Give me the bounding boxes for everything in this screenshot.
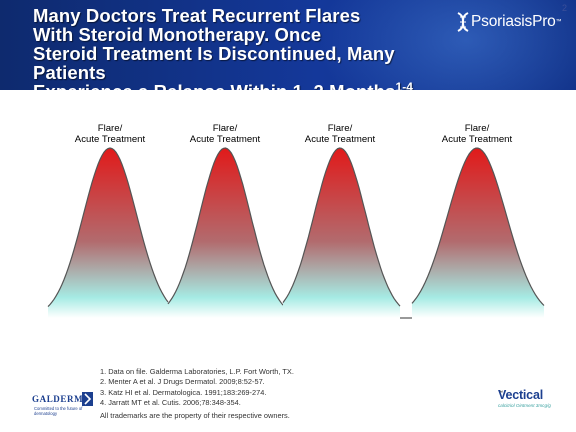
flare-label: Flare/ Acute Treatment bbox=[55, 123, 165, 145]
vectical-name: Vectical bbox=[498, 388, 543, 402]
flare-curve-fill bbox=[168, 148, 283, 318]
vectical-logo: Vectical ™ calcitriol Ointment 3mcg/g bbox=[498, 388, 558, 418]
flare-curve-outline bbox=[47, 147, 169, 308]
flare-label: Flare/ Acute Treatment bbox=[285, 123, 395, 145]
slide-title: Many Doctors Treat Recurrent Flares With… bbox=[33, 6, 463, 90]
title-line: With Steroid Monotherapy. Once bbox=[33, 24, 322, 45]
flare-label-line1: Flare/ bbox=[97, 123, 123, 134]
galderma-tagline: Committed to the future of dermatology bbox=[34, 406, 83, 416]
trademark-note: All trademarks are the property of their… bbox=[100, 411, 290, 420]
title-line: Many Doctors Treat Recurrent Flares bbox=[33, 5, 361, 26]
vectical-tagline: calcitriol Ointment 3mcg/g bbox=[498, 403, 551, 408]
psoriasispro-logo: PsoriasisPro ™ bbox=[455, 12, 562, 32]
flare-label-line1: Flare/ bbox=[327, 123, 353, 134]
flare-label-line2: Acute Treatment bbox=[74, 134, 146, 145]
flare-curve-fill bbox=[283, 148, 400, 318]
flare-label: Flare/ Acute Treatment bbox=[422, 123, 532, 145]
reference-item: 3. Katz HI et al. Dermatologica. 1991;18… bbox=[100, 387, 267, 397]
dna-helix-icon bbox=[457, 12, 469, 32]
flare-label-line1: Flare/ bbox=[464, 123, 490, 134]
flare-curve-outline bbox=[282, 147, 401, 307]
flare-curves bbox=[47, 147, 545, 319]
reference-item: 4. Jarratt MT et al. Cutis. 2006;78:348-… bbox=[100, 397, 241, 407]
flare-curve-fill bbox=[48, 148, 168, 318]
flare-label: Flare/ Acute Treatment bbox=[170, 123, 280, 145]
references-list: 1. Data on file. Galderma Laboratories, … bbox=[100, 367, 294, 408]
galderma-logo: GALDERMA Committed to the future of derm… bbox=[32, 392, 93, 422]
flare-curve-outline bbox=[167, 147, 284, 306]
flare-label-line1: Flare/ bbox=[212, 123, 238, 134]
flare-label-line2: Acute Treatment bbox=[304, 134, 376, 145]
vectical-trademark: ™ bbox=[498, 390, 503, 396]
reference-item: 2. Menter A et al. J Drugs Dermatol. 200… bbox=[100, 377, 265, 387]
title-line: Experience a Relapse Within 1–2 Months bbox=[33, 81, 395, 90]
title-line: Steroid Treatment Is Discontinued, Many … bbox=[33, 43, 395, 83]
brand-trademark: ™ bbox=[555, 19, 562, 25]
title-superscript: 1-4 bbox=[395, 80, 414, 90]
reference-item: 1. Data on file. Galderma Laboratories, … bbox=[100, 367, 294, 376]
brand-name: PsoriasisPro bbox=[471, 13, 556, 30]
flare-label-line2: Acute Treatment bbox=[441, 134, 513, 145]
flare-label-line2: Acute Treatment bbox=[189, 134, 261, 145]
flare-curve-outline bbox=[411, 147, 545, 306]
flare-curve-fill bbox=[412, 148, 544, 318]
galderma-chevron-icon bbox=[82, 392, 93, 406]
page-number: 2 bbox=[562, 3, 568, 13]
slide-header: Many Doctors Treat Recurrent Flares With… bbox=[0, 0, 576, 90]
flare-relapse-diagram bbox=[47, 147, 545, 319]
header-glow bbox=[316, 0, 576, 90]
galderma-name: GALDERMA bbox=[32, 394, 91, 404]
